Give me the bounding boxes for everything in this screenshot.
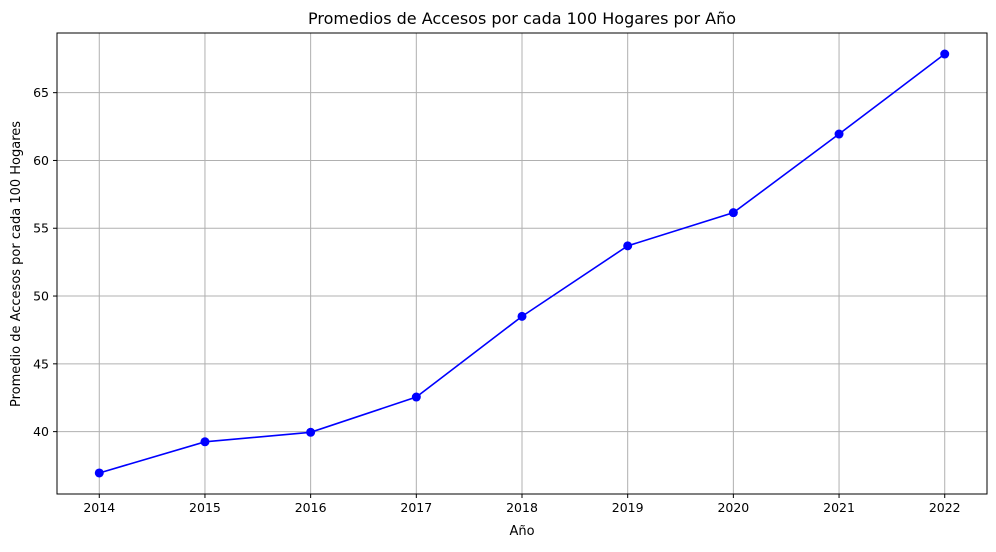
grid	[57, 33, 987, 494]
data-point	[834, 129, 844, 139]
x-tick-label: 2016	[295, 500, 327, 515]
data-point	[94, 468, 104, 478]
x-tick-label: 2020	[717, 500, 749, 515]
y-tick-label: 65	[33, 85, 49, 100]
x-tick-label: 2022	[929, 500, 961, 515]
y-tick-label: 55	[33, 221, 49, 236]
ticks: 2014 2015 2016 2017 2018 2019 2020 2021 2022 40 45…	[33, 85, 961, 515]
data-point	[623, 241, 633, 251]
y-axis-label: Promedio de Accesos por cada 100 Hogares	[9, 121, 24, 407]
x-tick-label: 2018	[506, 500, 538, 515]
y-tick-label: 45	[33, 356, 49, 371]
x-tick-label: 2015	[189, 500, 221, 515]
chart-title: Promedios de Accesos por cada 100 Hogare…	[308, 9, 736, 28]
data-point	[517, 311, 527, 321]
x-axis-label: Año	[509, 524, 534, 539]
data-point	[200, 437, 210, 447]
data-point	[728, 208, 738, 218]
y-tick-label: 40	[33, 424, 49, 439]
y-tick-label: 50	[33, 289, 49, 304]
x-tick-label: 2021	[823, 500, 855, 515]
x-tick-label: 2017	[400, 500, 432, 515]
data-point	[411, 392, 421, 402]
x-tick-label: 2019	[612, 500, 644, 515]
data-point	[306, 427, 316, 437]
x-tick-label: 2014	[83, 500, 115, 515]
y-tick-label: 60	[33, 153, 49, 168]
data-point	[940, 49, 950, 59]
series-layer	[94, 49, 950, 478]
